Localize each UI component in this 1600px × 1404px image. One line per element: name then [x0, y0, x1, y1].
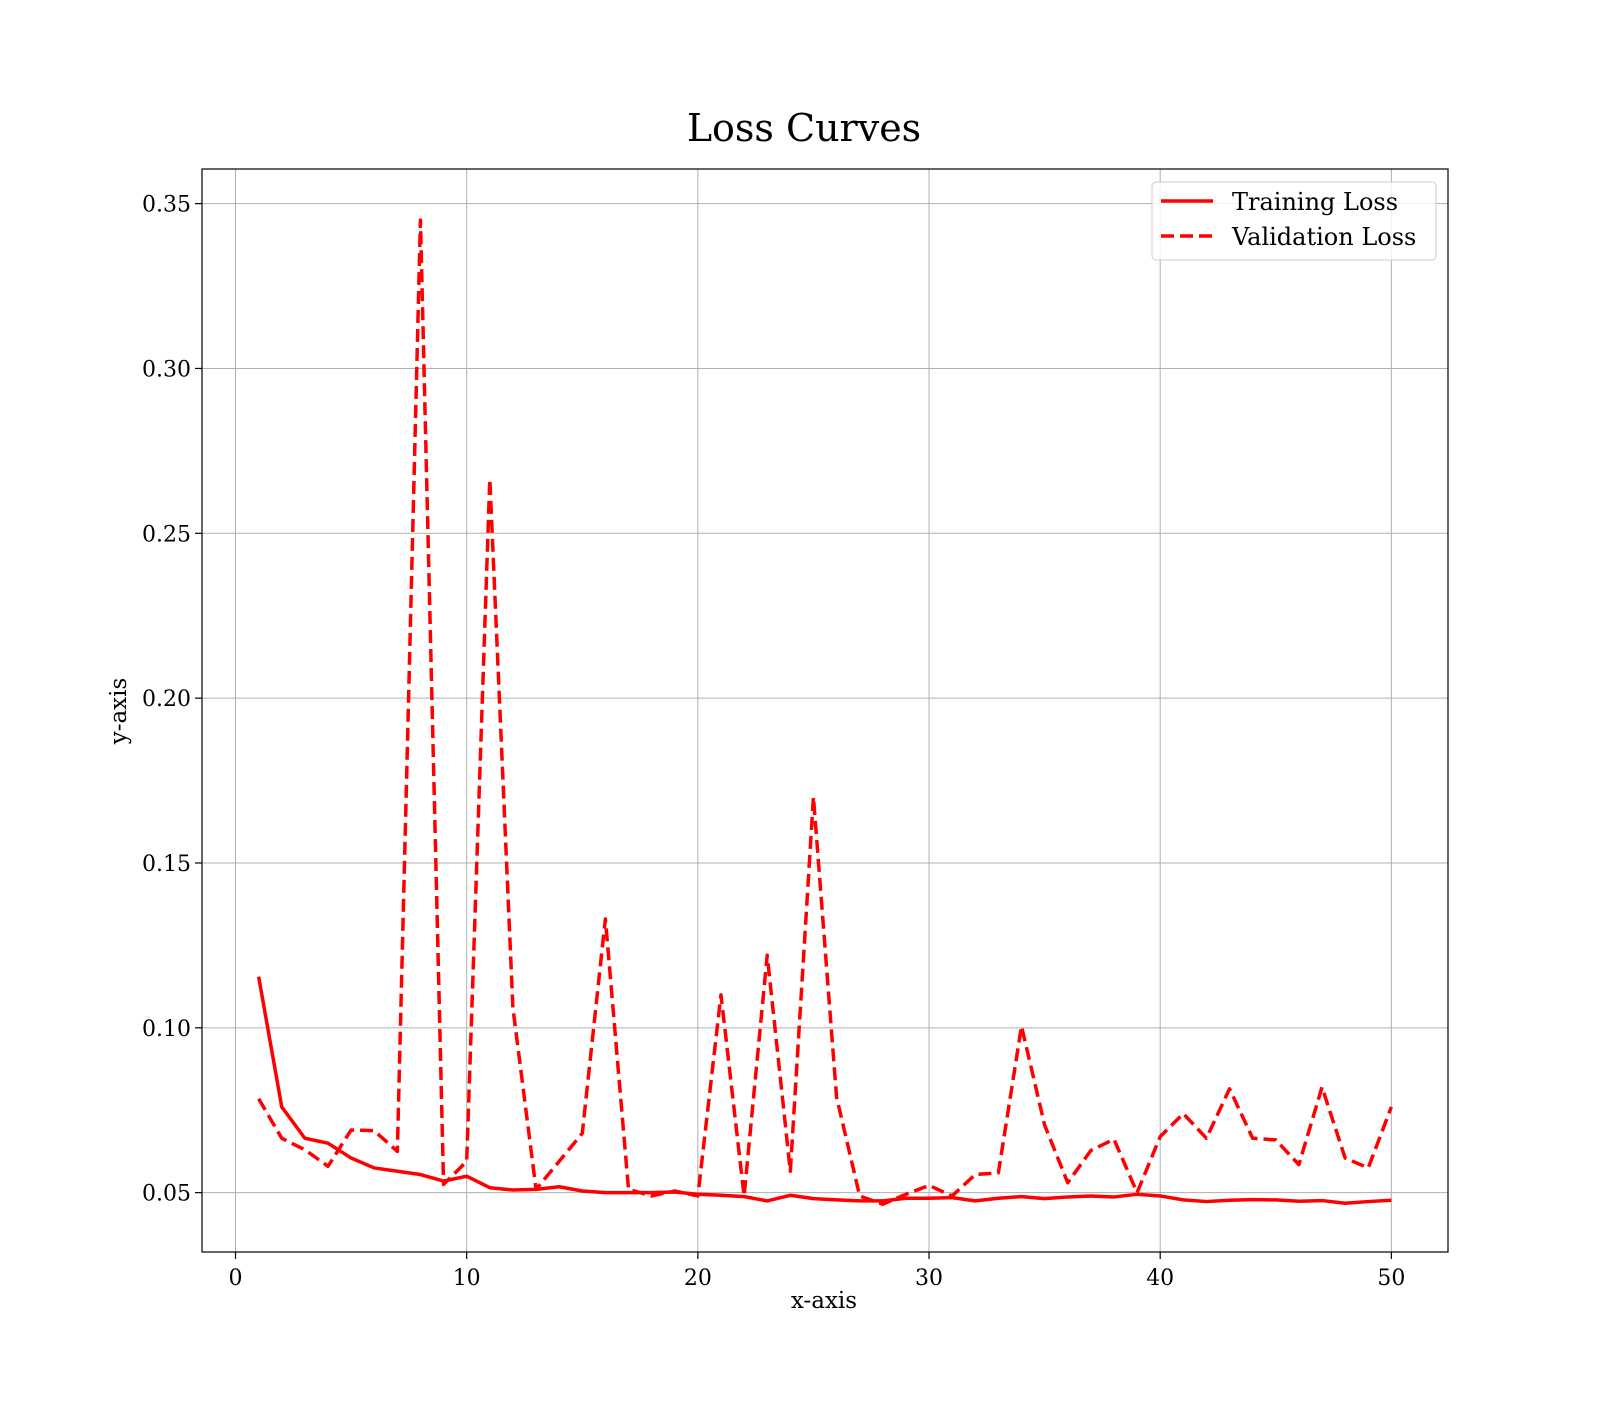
x-tick-label: 50	[1377, 1266, 1405, 1291]
y-tick-label: 0.05	[142, 1182, 191, 1207]
x-tick-label: 30	[915, 1266, 943, 1291]
legend: Training Loss Validation Loss	[1151, 181, 1437, 261]
series-line-validation-loss	[257, 218, 1393, 1206]
legend-box	[1151, 181, 1437, 261]
series-lines	[256, 218, 1393, 1206]
series-line-training-loss	[256, 976, 1392, 1205]
legend-label-validation: Validation Loss	[1231, 223, 1416, 251]
y-tick-label: 0.15	[142, 852, 191, 877]
y-tick-label: 0.10	[142, 1017, 191, 1042]
x-tick-label: 0	[229, 1266, 243, 1291]
y-tick-label: 0.35	[142, 193, 191, 218]
x-tick-label: 40	[1146, 1266, 1174, 1291]
y-axis-label: y-axis	[106, 678, 132, 746]
chart-title: Loss Curves	[687, 106, 921, 150]
x-ticks: 0 10 20 30 40 50	[229, 1252, 1405, 1291]
legend-label-training: Training Loss	[1232, 188, 1398, 216]
x-axis-label: x-axis	[791, 1288, 857, 1314]
y-tick-label: 0.20	[142, 687, 191, 712]
y-tick-label: 0.30	[142, 357, 191, 382]
y-ticks: 0.05 0.10 0.15 0.20 0.25 0.30 0.35	[142, 193, 202, 1207]
y-tick-label: 0.25	[142, 522, 191, 547]
x-tick-label: 10	[453, 1266, 481, 1291]
x-tick-label: 20	[684, 1266, 712, 1291]
plot-frame	[201, 168, 1449, 1253]
grid	[202, 169, 1448, 1252]
